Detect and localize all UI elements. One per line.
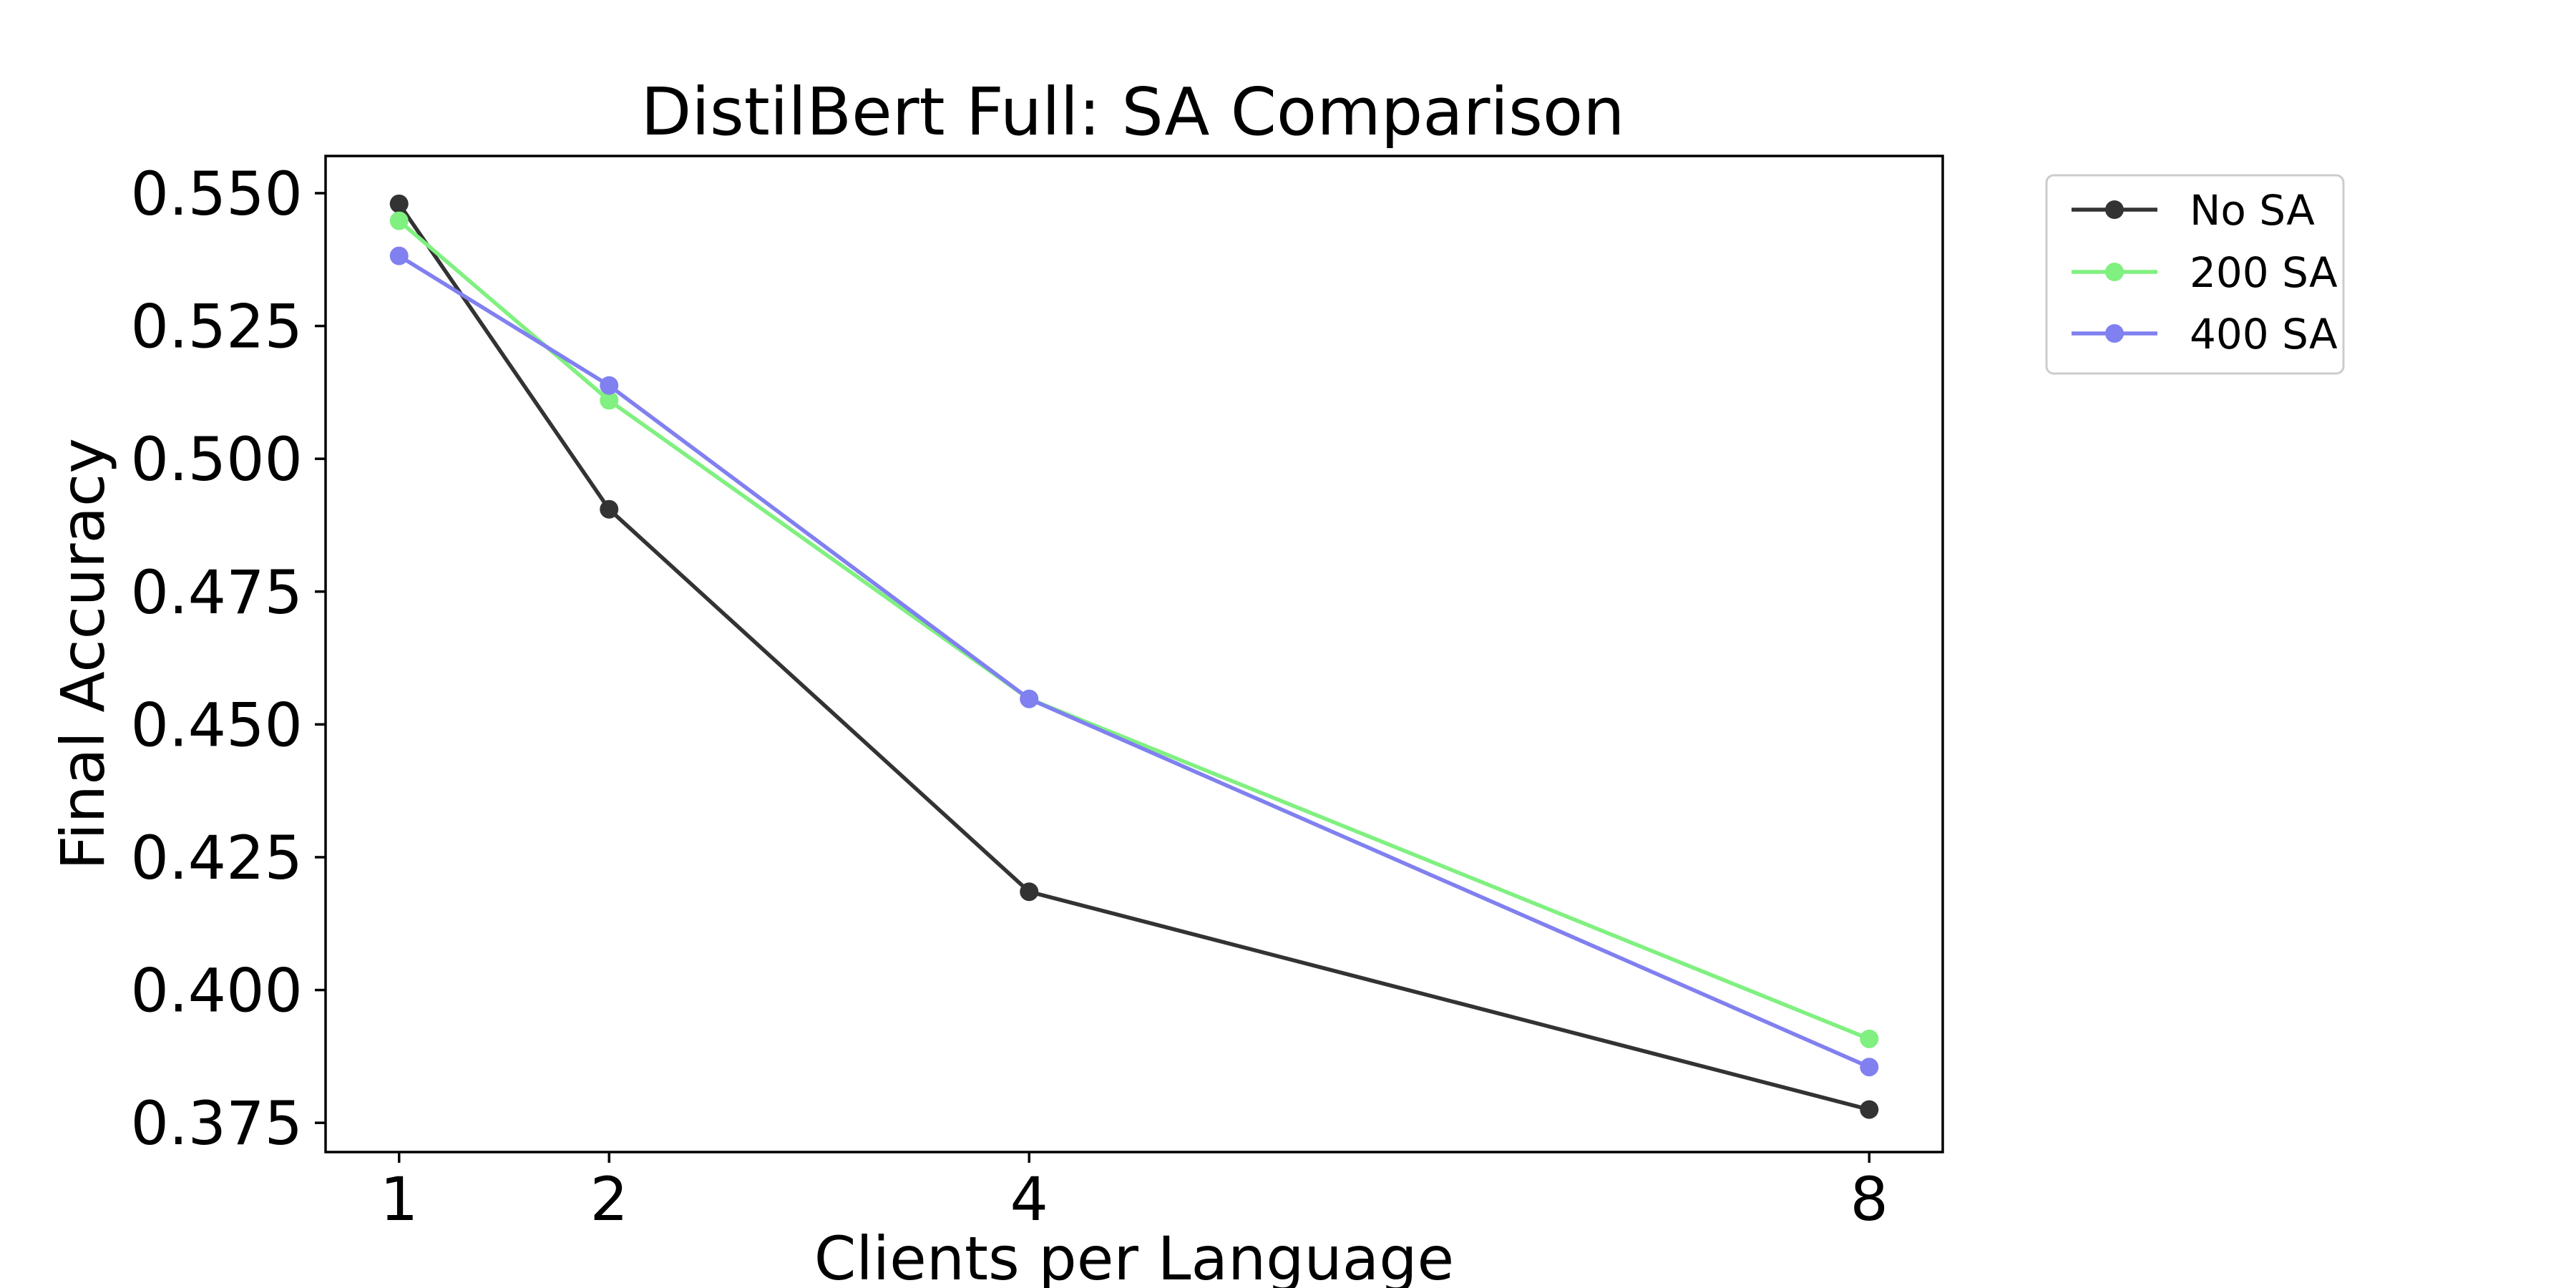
series-layer	[389, 194, 1879, 1119]
data-point-no-sa	[600, 499, 619, 519]
legend-marker-no-sa	[2105, 200, 2124, 219]
legend-label-400-sa: 400 SA	[2190, 310, 2338, 358]
data-point-200-sa	[1860, 1029, 1879, 1048]
data-point-no-sa	[1020, 882, 1039, 902]
y-tick-label: 0.375	[131, 1088, 303, 1158]
x-tick-label: 2	[590, 1164, 628, 1234]
data-point-no-sa	[389, 194, 409, 213]
series-line-400-sa	[396, 253, 1872, 1069]
x-tick-label: 8	[1850, 1164, 1888, 1234]
x-axis-label: Clients per Language	[814, 1224, 1454, 1288]
y-tick-label: 0.450	[131, 690, 303, 760]
data-point-400-sa	[1860, 1058, 1879, 1077]
y-axis-ticks: 0.375 0.400 0.425 0.450 0.475 0.500 0.525 0.550	[131, 159, 326, 1158]
legend-entry-200-sa: 200 SA	[2072, 248, 2338, 297]
data-point-200-sa	[389, 211, 409, 230]
y-axis-label: Final Accuracy	[48, 438, 118, 870]
plot-frame	[324, 155, 1944, 1153]
legend: No SA 200 SA 400 SA	[2045, 174, 2345, 375]
x-axis-ticks: 1 2 4 8	[380, 1152, 1888, 1234]
data-point-200-sa	[600, 391, 619, 410]
legend-marker-400-sa	[2105, 324, 2124, 343]
legend-entry-no-sa: No SA	[2072, 186, 2315, 235]
y-tick-label: 0.550	[131, 159, 303, 229]
series-line-200-sa	[396, 218, 1872, 1041]
data-point-400-sa	[389, 246, 409, 265]
data-point-400-sa	[1020, 689, 1039, 708]
series-200-sa	[389, 211, 1879, 1048]
legend-label-200-sa: 200 SA	[2190, 248, 2338, 297]
series-400-sa	[389, 246, 1879, 1077]
legend-marker-200-sa	[2105, 263, 2124, 281]
legend-entry-400-sa: 400 SA	[2072, 310, 2338, 358]
x-tick-label: 4	[1010, 1164, 1048, 1234]
data-point-400-sa	[600, 376, 619, 395]
series-line-no-sa	[396, 202, 1872, 1112]
y-tick-label: 0.400	[131, 956, 303, 1026]
y-tick-label: 0.425	[131, 823, 303, 893]
y-tick-label: 0.500	[131, 424, 303, 494]
data-point-no-sa	[1860, 1100, 1879, 1119]
legend-frame	[2045, 174, 2345, 375]
legend-label-no-sa: No SA	[2190, 186, 2315, 235]
y-tick-label: 0.525	[131, 292, 303, 362]
series-no-sa	[389, 194, 1879, 1119]
x-tick-label: 1	[380, 1164, 418, 1234]
y-tick-label: 0.475	[131, 557, 303, 628]
chart-title: DistilBert Full: SA Comparison	[640, 74, 1624, 150]
